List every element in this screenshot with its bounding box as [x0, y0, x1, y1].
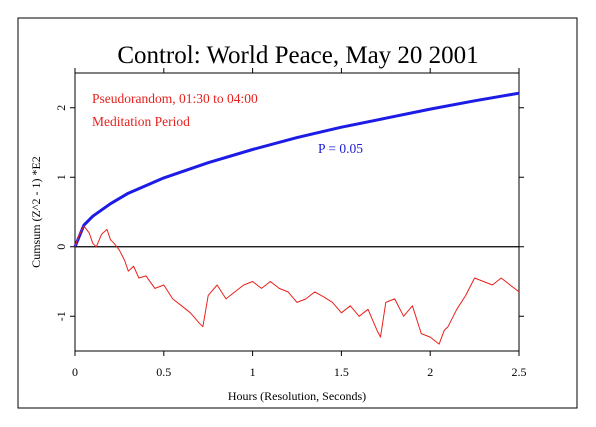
- annotation-source: Pseudorandom, 01:30 to 04:00: [92, 91, 258, 106]
- cumulative-deviation-line: [74, 225, 520, 345]
- y-tick-label: -1: [54, 311, 68, 321]
- annotation-meditation-period: Meditation Period: [92, 114, 190, 129]
- x-tick-label: 1.5: [334, 365, 349, 379]
- x-tick-label: 2.5: [512, 365, 527, 379]
- x-tick-label: 0.5: [156, 365, 171, 379]
- x-tick-label: 0: [72, 365, 78, 379]
- x-tick-label: 2: [427, 365, 433, 379]
- x-tick-label: 1: [250, 365, 256, 379]
- y-tick-label: 0: [54, 244, 68, 250]
- x-axis-label: Hours (Resolution, Seconds): [228, 389, 366, 403]
- y-tick-label: 1: [54, 174, 68, 180]
- y-tick-label: 2: [54, 105, 68, 111]
- p05-envelope-line: [73, 91, 520, 248]
- figure-frame: [17, 17, 578, 409]
- annotation-p-value: P = 0.05: [318, 141, 363, 156]
- chart-title: Control: World Peace, May 20 2001: [117, 42, 478, 69]
- axis-ticks: 0 0.5 1 1.5 2 2.5 -1 0 1 2: [54, 68, 527, 379]
- y-axis-label: Cumsum (Z^2 - 1) *E2: [29, 156, 43, 268]
- plot-area: [74, 72, 520, 352]
